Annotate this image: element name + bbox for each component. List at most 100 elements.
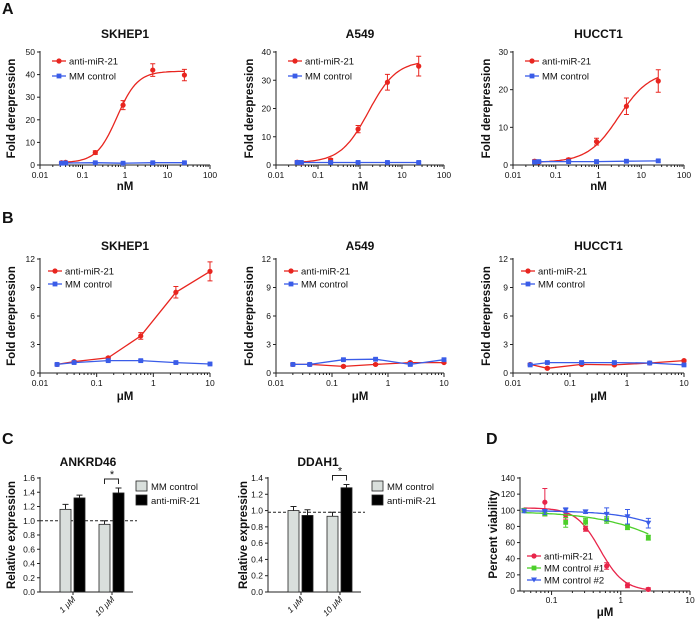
x-tick-label: 10 bbox=[685, 595, 695, 605]
series-anti-mir-21 bbox=[531, 69, 661, 165]
legend-item: MM control #2 bbox=[527, 576, 604, 587]
data-point bbox=[623, 103, 630, 109]
x-tick-label: 1 bbox=[151, 378, 156, 388]
y-tick-label: 0.4 bbox=[251, 554, 263, 564]
x-tick-label: 0.1 bbox=[91, 378, 103, 388]
data-point bbox=[92, 160, 98, 166]
y-tick-label: 20 bbox=[26, 115, 36, 125]
y-tick-label: 9 bbox=[30, 283, 35, 293]
legend-marker bbox=[525, 268, 531, 274]
legend-label: anti-miR-21 bbox=[301, 267, 350, 278]
x-tick-label: 0.01 bbox=[32, 170, 49, 180]
chart-D-viability: Percent viability 0 20 40 60 80 100 120 140 0.1 1 1… bbox=[488, 473, 695, 619]
legend-label: MM control bbox=[305, 72, 352, 83]
x-tick-label: 0.1 bbox=[326, 378, 338, 388]
legend-marker bbox=[529, 58, 535, 64]
legend-item: MM control bbox=[288, 72, 352, 83]
significance-bracket bbox=[104, 478, 119, 484]
significance-bracket bbox=[332, 475, 347, 481]
data-point bbox=[54, 362, 60, 367]
x-tick-label: 1 bbox=[358, 170, 363, 180]
data-point bbox=[583, 519, 588, 524]
bar-anti-mir-21 bbox=[112, 492, 125, 593]
chart-title: DDAH1 bbox=[297, 455, 339, 469]
y-tick-label: 0 bbox=[510, 586, 515, 596]
y-tick-label: 0 bbox=[30, 160, 35, 170]
legend-item: anti-miR-21 bbox=[284, 267, 350, 278]
y-tick-label: 30 bbox=[499, 47, 509, 57]
x-tick-label: 1 μM bbox=[57, 594, 78, 615]
y-tick-label: 1.6 bbox=[23, 473, 35, 483]
y-tick-label: 120 bbox=[501, 489, 515, 499]
data-point bbox=[542, 499, 548, 505]
legend-label: MM control bbox=[65, 280, 112, 291]
error-bar bbox=[115, 487, 122, 493]
x-tick-label: 1 bbox=[123, 170, 128, 180]
y-tick-label: 20 bbox=[506, 570, 516, 580]
x-tick-label: 0.1 bbox=[564, 378, 576, 388]
x-tick-label: 10 bbox=[397, 170, 407, 180]
legend-label: anti-miR-21 bbox=[542, 57, 591, 68]
legend-label: MM control bbox=[387, 482, 434, 493]
x-tick-label: 1 bbox=[596, 170, 601, 180]
data-point bbox=[373, 356, 378, 362]
legend-label: anti-miR-21 bbox=[151, 496, 200, 507]
x-tick-label: 100 bbox=[437, 170, 451, 180]
legend-label: MM control bbox=[538, 280, 585, 291]
data-point bbox=[372, 361, 379, 368]
legend-marker bbox=[288, 281, 294, 287]
y-tick-label: 12 bbox=[262, 254, 272, 264]
error-bar bbox=[304, 509, 311, 516]
error-bar bbox=[76, 494, 83, 498]
legend-marker bbox=[525, 281, 531, 287]
series-anti-mir-21 bbox=[521, 487, 651, 592]
data-point bbox=[532, 159, 537, 165]
legend-item: anti-miR-21 bbox=[525, 57, 591, 68]
x-tick-label: 1 μM bbox=[285, 594, 306, 615]
data-point bbox=[655, 78, 661, 84]
data-point bbox=[407, 362, 413, 367]
y-tick-label: 0.6 bbox=[23, 544, 35, 554]
data-point bbox=[120, 102, 126, 108]
data-point bbox=[624, 582, 631, 588]
legend-marker bbox=[531, 565, 537, 571]
legend-marker bbox=[292, 58, 298, 64]
data-point bbox=[63, 160, 68, 166]
data-point bbox=[544, 360, 550, 365]
y-tick-label: 80 bbox=[506, 521, 516, 531]
data-point bbox=[207, 268, 213, 274]
data-point bbox=[355, 126, 361, 132]
data-point bbox=[645, 586, 651, 592]
chart-title: ANKRD46 bbox=[60, 455, 117, 469]
data-point bbox=[173, 289, 179, 295]
data-point bbox=[594, 159, 599, 165]
data-point bbox=[681, 358, 687, 364]
series-line bbox=[61, 70, 185, 163]
y-tick-label: 1.4 bbox=[23, 487, 35, 497]
chart-title: SKHEP1 bbox=[101, 239, 149, 253]
y-tick-label: 9 bbox=[266, 283, 271, 293]
legend-item: anti-miR-21 bbox=[288, 57, 354, 68]
legend-label: anti-miR-21 bbox=[387, 496, 436, 507]
x-tick-label: 100 bbox=[677, 170, 691, 180]
error-bar bbox=[329, 511, 336, 517]
legend-marker bbox=[52, 281, 58, 287]
y-tick-label: 0 bbox=[30, 368, 35, 378]
legend-item: MM control bbox=[284, 280, 348, 291]
data-point bbox=[120, 160, 126, 166]
legend-label: MM control #1 bbox=[544, 564, 604, 575]
x-tick-label: 10 bbox=[163, 170, 173, 180]
y-tick-label: 0 bbox=[266, 160, 271, 170]
data-point bbox=[625, 524, 630, 530]
y-tick-label: 3 bbox=[503, 340, 508, 350]
panel-label-b: B bbox=[2, 210, 14, 227]
data-point bbox=[624, 514, 631, 520]
data-point bbox=[441, 357, 447, 363]
data-point bbox=[182, 160, 187, 166]
bar-mm-control bbox=[287, 510, 300, 593]
error-bar bbox=[62, 503, 69, 510]
series-mm-control bbox=[527, 360, 687, 368]
x-tick-label: 10 μM bbox=[321, 594, 345, 618]
y-tick-label: 20 bbox=[262, 104, 272, 114]
legend-label: anti-miR-21 bbox=[544, 552, 593, 563]
